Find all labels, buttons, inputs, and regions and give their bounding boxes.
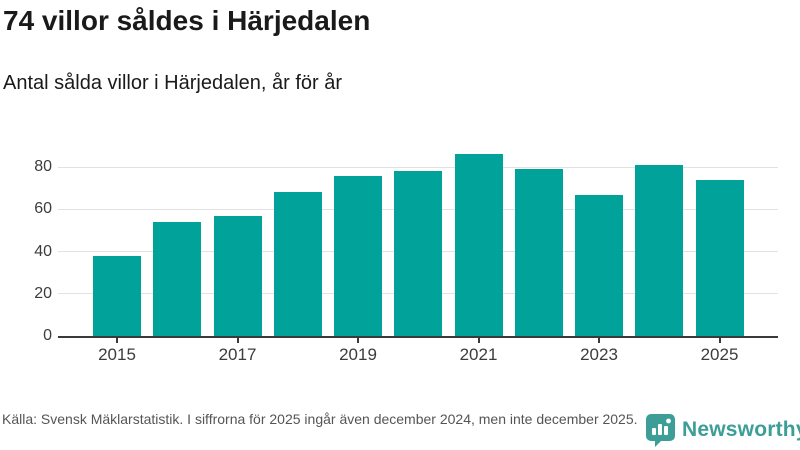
x-tick-2019 [357,338,359,343]
chart-subtitle: Antal sålda villor i Härjedalen, år för … [3,72,343,94]
y-axis-label-0: 0 [43,327,52,344]
bar-2019 [334,175,382,336]
bar-2017 [213,215,262,336]
x-tick-2023 [598,338,600,343]
bar-2016 [153,222,202,336]
bar-2018 [273,192,322,336]
y-axis-label-80: 80 [34,158,52,176]
page-title: 74 villor såldes i Härjedalen [3,5,371,36]
bar-2015 [93,255,141,336]
x-axis-label-2017: 2017 [218,345,257,364]
x-tick-2017 [236,338,239,343]
newsworthy-wordmark: Newsworthy [682,418,800,441]
newsworthy-brand[interactable]: Newsworthy [645,412,800,448]
bar-2025 [695,179,744,336]
x-axis-label-2015: 2015 [98,345,136,364]
y-axis-label-20: 20 [34,284,52,302]
x-axis-label-2019: 2019 [339,345,377,364]
x-tick-2015 [116,338,118,343]
bar-2021 [454,154,503,336]
x-axis-label-2021: 2021 [459,345,498,364]
gridline-y80 [58,166,778,168]
bar-2022 [514,169,563,336]
x-axis-label-2023: 2023 [580,345,618,364]
bar-2020 [394,171,443,336]
bar-2024 [635,165,684,336]
source-note: Källa: Svensk Mäklarstatistik. I siffror… [2,411,638,427]
x-tick-2025 [718,338,721,343]
bar-2023 [575,194,623,336]
x-axis-label-2025: 2025 [700,345,739,364]
plot-area [58,146,778,338]
newsworthy-logo-icon [645,413,676,447]
y-axis-label-40: 40 [34,242,52,260]
x-tick-2021 [477,338,480,343]
y-axis-label-60: 60 [34,200,52,218]
